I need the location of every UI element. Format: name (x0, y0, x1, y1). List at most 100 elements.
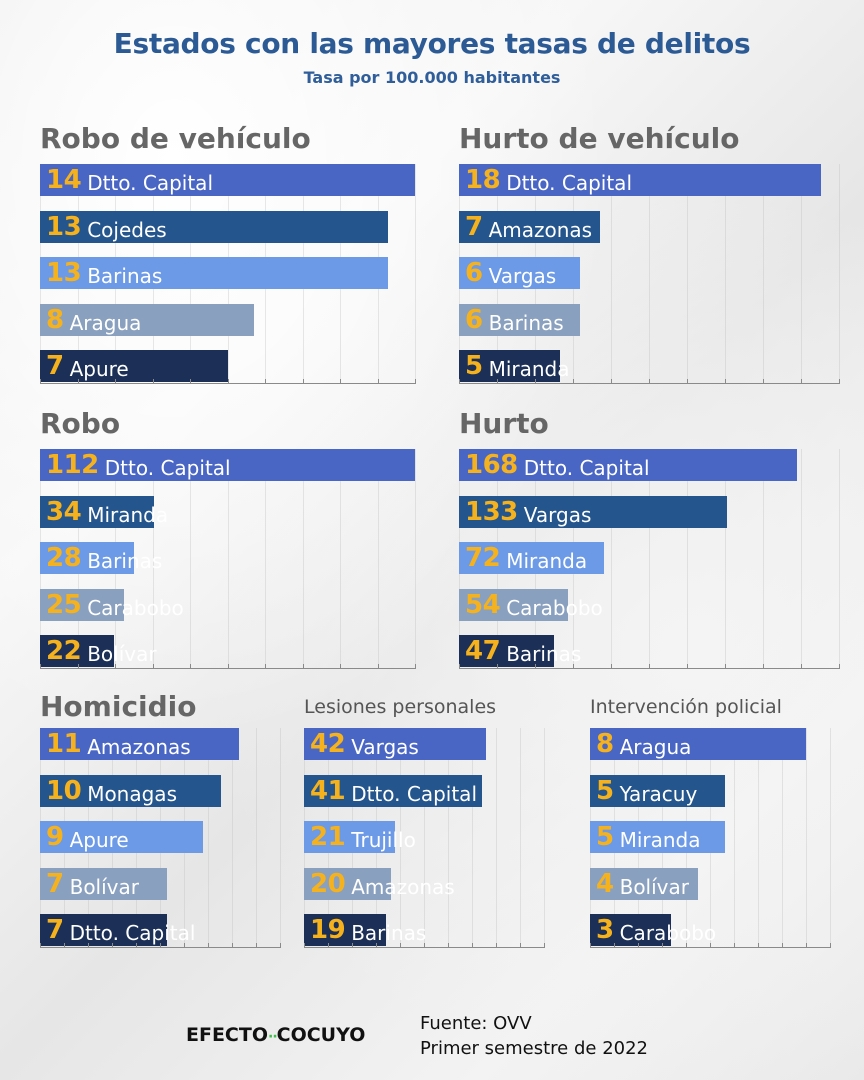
category-label: Vargas (523, 502, 592, 527)
bar-dtto-capital (40, 914, 167, 946)
bar-amazonas (304, 867, 391, 900)
gridline (190, 449, 191, 667)
value-label: 9 (46, 822, 64, 852)
x-tick (400, 943, 401, 948)
value-label: 5 (596, 775, 614, 806)
value-label: 20 (310, 868, 346, 899)
x-tick (40, 664, 41, 669)
value-label: 19 (310, 915, 346, 945)
bar-label: 5 Miranda (465, 350, 570, 382)
bar-label: 41 Dtto. Capital (310, 775, 477, 807)
logo-text-right: COCUYO (276, 1024, 366, 1046)
value-label: 8 (46, 304, 64, 335)
bar-label: 7 Apure (46, 350, 129, 382)
x-tick (614, 943, 615, 948)
x-tick (227, 379, 229, 384)
x-tick (662, 943, 663, 948)
category-label: Monagas (87, 781, 177, 806)
logo-dots: ·· (268, 1029, 278, 1045)
x-tick (208, 943, 209, 948)
page-title: Estados con las mayores tasas de delitos (113, 27, 751, 60)
value-label: 47 (465, 636, 501, 666)
bar-label: 14 Dtto. Capital (46, 164, 213, 196)
bar-label: 133 Vargas (465, 496, 591, 528)
category-label: Vargas (488, 264, 557, 288)
category-label: Bolívar (619, 874, 689, 899)
value-label: 112 (46, 450, 99, 480)
x-tick (304, 943, 305, 948)
value-label: 22 (46, 636, 82, 666)
value-label: 5 (596, 822, 614, 852)
x-tick (227, 664, 229, 669)
bar-miranda (590, 821, 725, 853)
logo-text-left: EFECTO (186, 1024, 268, 1046)
x-tick (839, 664, 840, 669)
category-label: Miranda (488, 357, 570, 381)
category-label: Trujillo (351, 828, 416, 852)
gridline (763, 164, 764, 382)
bar-apure (40, 821, 203, 853)
value-label: 11 (46, 729, 82, 759)
value-label: 28 (46, 543, 82, 573)
bar-miranda (459, 350, 560, 382)
x-tick (686, 943, 687, 948)
x-tick (535, 664, 536, 669)
value-label: 7 (46, 868, 64, 899)
bar-label: 9 Apure (46, 821, 129, 853)
gridline (520, 728, 521, 946)
value-label: 7 (46, 351, 64, 381)
category-label: Miranda (506, 549, 588, 573)
chart-title: Homicidio (40, 690, 197, 723)
category-label: Barinas (351, 921, 427, 945)
bar-label: 7 Amazonas (465, 211, 592, 243)
x-tick (649, 664, 650, 669)
x-tick (611, 379, 612, 384)
gridline (763, 449, 764, 667)
gridline (725, 164, 726, 382)
x-tick (160, 943, 161, 948)
x-tick (725, 664, 726, 669)
value-label: 7 (465, 211, 483, 242)
category-label: Aragua (619, 735, 692, 759)
chart-title: Hurto (459, 407, 549, 440)
x-tick (415, 379, 416, 384)
bar-label: 22 Bolívar (46, 635, 157, 667)
category-label: Vargas (351, 735, 419, 759)
bar-label: 47 Barinas (465, 635, 581, 667)
bar-barinas (40, 257, 388, 289)
x-tick (638, 943, 639, 948)
x-tick (265, 379, 266, 384)
bar-barinas (459, 635, 554, 667)
x-tick (496, 943, 497, 948)
x-tick (112, 943, 113, 948)
category-label: Amazonas (488, 217, 593, 242)
gridline (415, 449, 416, 667)
chart-title: Robo (40, 407, 121, 440)
bar-carabobo (590, 914, 671, 946)
bar-label: 7 Dtto. Capital (46, 914, 195, 946)
x-tick (377, 379, 379, 384)
bar-label: 25 Carabobo (46, 589, 184, 621)
gridline (687, 449, 688, 667)
x-tick (302, 379, 304, 384)
bar-label: 19 Barinas (310, 914, 426, 946)
category-label: Carabobo (87, 595, 184, 620)
category-label: Amazonas (87, 735, 191, 759)
gridline (227, 449, 229, 667)
bar-label: 11 Amazonas (46, 728, 191, 760)
category-label: Apure (69, 357, 129, 381)
value-label: 14 (46, 165, 82, 195)
bar-miranda (40, 495, 154, 528)
x-tick (40, 943, 41, 948)
gridline (544, 728, 545, 946)
x-tick (256, 943, 257, 948)
bar-label: 13 Barinas (46, 257, 162, 289)
x-tick (806, 943, 807, 948)
x-tick (459, 379, 460, 384)
x-tick (801, 379, 802, 384)
x-tick (77, 664, 79, 669)
chart-title: Intervención policial (590, 696, 782, 718)
bar-label: 168 Dtto. Capital (465, 449, 650, 481)
bar-barinas (40, 542, 134, 574)
bar-label: 72 Miranda (465, 542, 587, 574)
